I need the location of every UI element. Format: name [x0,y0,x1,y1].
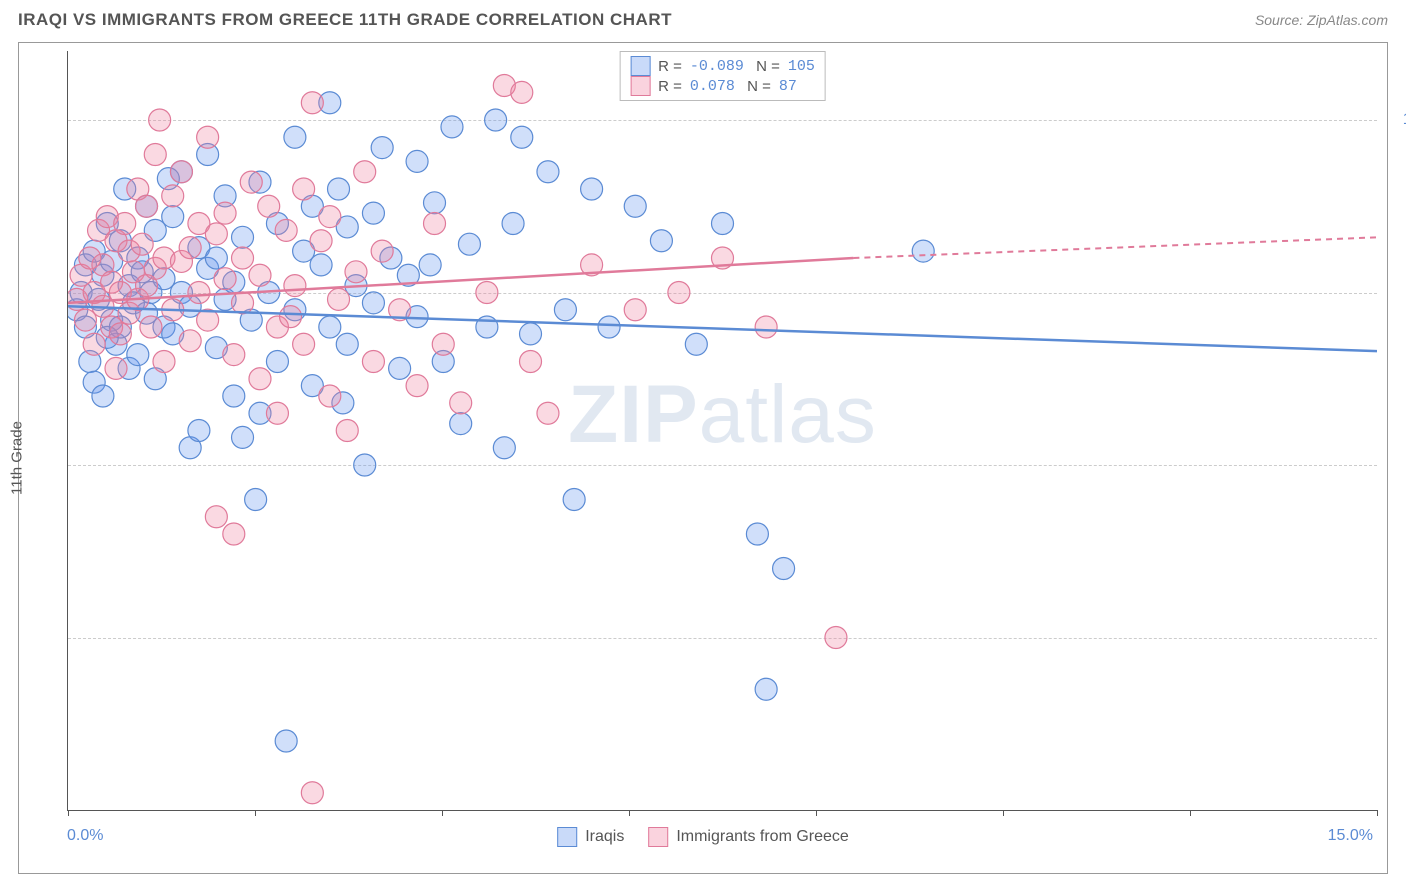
stat-n-value-2: 87 [779,78,797,95]
chart-title: IRAQI VS IMMIGRANTS FROM GREECE 11TH GRA… [18,10,672,30]
legend-bottom: Iraqis Immigrants from Greece [557,827,849,847]
x-tick [1377,810,1378,816]
legend-swatch-iraqis [630,56,650,76]
y-axis-label: 11th Grade [9,421,26,495]
stat-r-value-1: -0.089 [690,58,744,75]
y-tick-label: 90.0% [1387,456,1406,474]
legend-label-greece: Immigrants from Greece [676,828,848,846]
x-tick [1003,810,1004,816]
legend-stats: R = -0.089 N = 105 R = 0.078 N = 87 [619,51,826,101]
source-label: Source: ZipAtlas.com [1255,12,1388,28]
x-tick [816,810,817,816]
regression-line-extrapolated [853,237,1377,258]
y-tick-label: 100.0% [1387,111,1406,129]
x-axis-max-label: 15.0% [1328,827,1373,845]
legend-swatch-greece [630,76,650,96]
chart-container: 11th Grade ZIPatlas R = -0.089 N = 105 R… [18,42,1388,874]
legend-swatch-greece [648,827,668,847]
y-tick-label: 85.0% [1387,629,1406,647]
x-axis-min-label: 0.0% [67,827,103,845]
x-tick [255,810,256,816]
y-tick-label: 95.0% [1387,284,1406,302]
stat-r-label: R = [658,58,682,75]
regression-lines-layer [68,51,1377,810]
regression-line [68,258,853,303]
stat-n-value-1: 105 [788,58,815,75]
legend-swatch-iraqis [557,827,577,847]
x-tick [629,810,630,816]
stat-n-label: N = [752,58,780,75]
x-tick [1190,810,1191,816]
stat-r-label: R = [658,78,682,95]
stat-r-value-2: 0.078 [690,78,735,95]
x-tick [68,810,69,816]
regression-line [68,306,1377,351]
plot-area: ZIPatlas R = -0.089 N = 105 R = 0.078 N … [67,51,1377,811]
legend-label-iraqis: Iraqis [585,828,624,846]
x-tick [442,810,443,816]
stat-n-label: N = [743,78,771,95]
